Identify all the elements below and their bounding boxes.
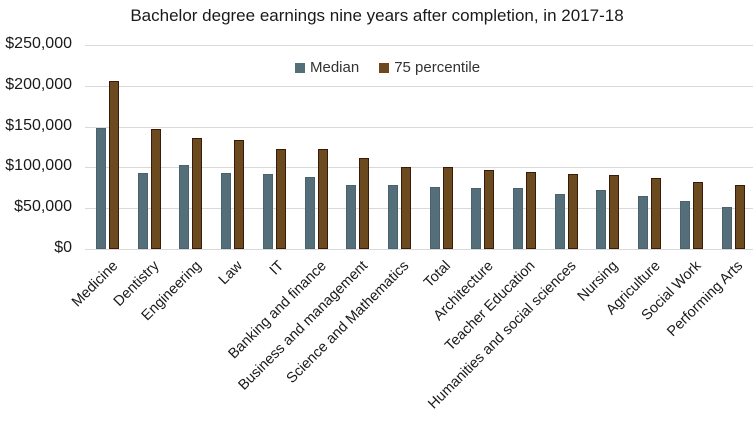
y-tick-label: $100,000	[5, 157, 72, 174]
x-tick-label: Medicine	[68, 258, 122, 311]
bar-p75	[109, 81, 119, 249]
y-tick-label: $0	[54, 239, 72, 256]
bar-median	[96, 128, 106, 249]
bar-median	[555, 194, 565, 249]
bar-p75	[693, 182, 703, 249]
x-tick-label: Law	[215, 258, 246, 289]
bar-p75	[735, 185, 745, 249]
bar-p75	[651, 178, 661, 249]
bar-median	[513, 188, 523, 249]
legend-item-75-percentile: 75 percentile	[379, 59, 480, 76]
bar-p75	[526, 172, 536, 249]
gridline	[85, 167, 753, 168]
bar-p75	[443, 167, 453, 249]
bar-median	[680, 201, 690, 249]
bar-median	[430, 187, 440, 249]
bar-median	[638, 196, 648, 249]
bar-p75	[276, 149, 286, 249]
gridline	[85, 45, 753, 46]
bar-p75	[401, 167, 411, 249]
y-tick-label: $50,000	[14, 198, 72, 215]
bar-median	[138, 173, 148, 249]
gridline	[85, 208, 753, 209]
y-tick-label: $200,000	[5, 76, 72, 93]
bar-p75	[151, 129, 161, 249]
chart-title: Bachelor degree earnings nine years afte…	[130, 6, 624, 25]
y-tick-label: $250,000	[5, 35, 72, 52]
legend-item-median: Median	[295, 59, 359, 76]
bar-median	[305, 177, 315, 249]
bar-p75	[484, 170, 494, 249]
bar-p75	[568, 174, 578, 249]
bar-p75	[609, 175, 619, 249]
bar-median	[263, 174, 273, 249]
x-tick-label: Total	[420, 258, 454, 291]
legend-label-75-percentile: 75 percentile	[394, 59, 481, 76]
legend-swatch-median	[295, 62, 305, 73]
bar-median	[596, 190, 606, 249]
gridline	[85, 127, 753, 128]
bar-p75	[359, 158, 369, 249]
bar-p75	[192, 138, 202, 249]
gridline	[85, 86, 753, 87]
y-tick-label: $150,000	[5, 117, 72, 134]
legend-swatch-75-percentile	[379, 62, 390, 73]
bar-p75	[234, 140, 244, 249]
bar-median	[179, 165, 189, 249]
x-tick-label: Performing Arts	[664, 258, 747, 340]
bar-median	[471, 188, 481, 249]
legend: Median 75 percentile	[295, 59, 494, 76]
gridline	[85, 249, 753, 250]
legend-label-median: Median	[310, 59, 360, 76]
bar-median	[722, 207, 732, 249]
bar-median	[346, 185, 356, 249]
bar-median	[221, 173, 231, 249]
x-tick-label: IT	[266, 258, 288, 279]
bar-median	[388, 185, 398, 249]
bar-p75	[318, 149, 328, 249]
